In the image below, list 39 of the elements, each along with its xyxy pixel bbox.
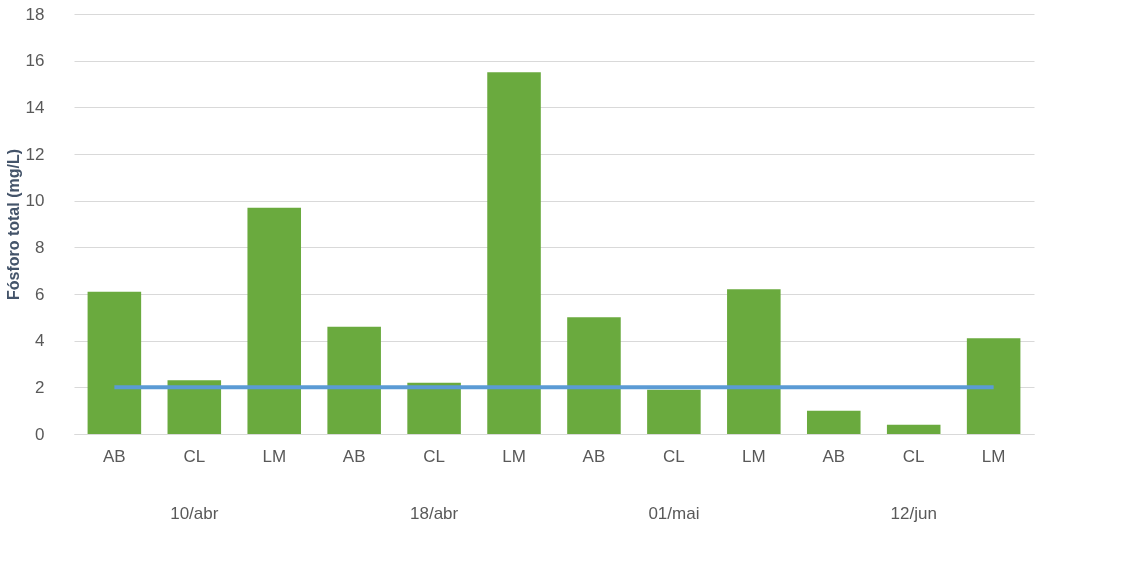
y-tick-label: 12: [25, 144, 45, 164]
y-axis-title: Fósforo total (mg/L): [4, 148, 22, 301]
x-tick-label: AB: [103, 446, 126, 466]
text: 12/jun: [890, 504, 937, 523]
x-tick-label: CL: [663, 446, 685, 466]
y-tick-label: 16: [25, 51, 45, 71]
x-tick-label: LM: [262, 446, 287, 466]
y-tick-label: 0: [35, 424, 45, 444]
y-tick-label: 10: [25, 191, 45, 211]
y-tick-label: 2: [35, 377, 45, 397]
y-tick-label: 18: [25, 4, 45, 24]
x-tick-label: LM: [502, 446, 526, 466]
bar: [327, 326, 381, 434]
x-tick-label: CL: [902, 446, 925, 466]
bar: [647, 389, 701, 434]
bar: [567, 317, 621, 434]
text: 18/abr: [410, 504, 459, 523]
y-tick-label: 8: [35, 237, 45, 257]
text: 10/abr: [170, 504, 219, 523]
x-tick-label: CL: [183, 446, 206, 466]
bar: [407, 382, 461, 434]
bar: [87, 291, 142, 434]
bar: [727, 289, 781, 434]
x-tick-label: LM: [742, 446, 766, 466]
y-tick-label: 4: [35, 331, 45, 351]
y-tick-label: 14: [25, 97, 45, 117]
x-tick-label: AB: [342, 446, 366, 466]
x-tick-label: CL: [423, 446, 445, 466]
x-tick-label: AB: [582, 446, 606, 466]
bar: [167, 380, 222, 434]
bar: [487, 72, 541, 434]
bar: [966, 338, 1021, 434]
x-tick-label: LM: [981, 446, 1006, 466]
y-tick-label: 6: [35, 284, 45, 304]
bar: [247, 207, 302, 434]
bar: [806, 410, 861, 434]
bar: [886, 424, 941, 434]
text: 01/mai: [648, 504, 700, 523]
x-tick-label: AB: [822, 446, 846, 466]
